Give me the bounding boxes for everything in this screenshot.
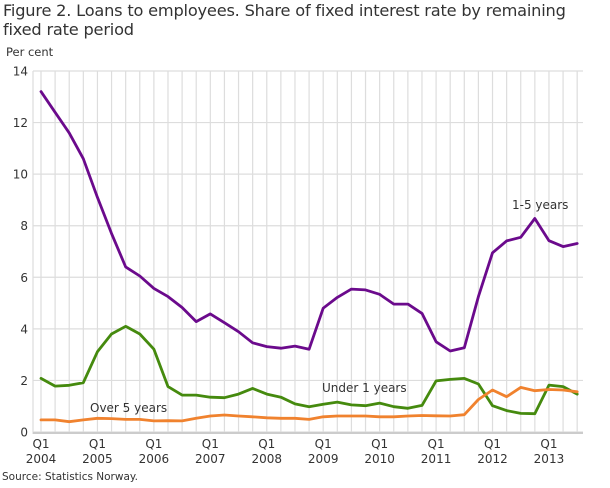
series-label: 1-5 years bbox=[512, 198, 568, 212]
x-tick-label-quarter: Q1 bbox=[315, 437, 332, 451]
x-tick-label-year: 2013 bbox=[534, 452, 565, 466]
series-labels: 1-5 years Under 1 years Over 5 years bbox=[90, 198, 568, 415]
x-tick-label-year: 2005 bbox=[82, 452, 113, 466]
series-label: Over 5 years bbox=[90, 401, 167, 415]
x-tick-label-quarter: Q1 bbox=[484, 437, 501, 451]
series-line-over-5-years bbox=[39, 385, 579, 424]
y-tick-label: 0 bbox=[20, 426, 28, 440]
axes: 02468101214Q12004Q12005Q12006Q12007Q1200… bbox=[13, 65, 583, 466]
x-tick-label-quarter: Q1 bbox=[540, 437, 557, 451]
chart-title: Figure 2. Loans to employees. Share of f… bbox=[3, 1, 566, 39]
x-tick-label-year: 2012 bbox=[477, 452, 508, 466]
x-tick-label-quarter: Q1 bbox=[258, 437, 275, 451]
x-tick-label-quarter: Q1 bbox=[32, 437, 49, 451]
series-line-1-5-years bbox=[39, 90, 579, 353]
x-tick-label-year: 2009 bbox=[308, 452, 339, 466]
y-tick-label: 14 bbox=[13, 65, 28, 79]
y-axis-label: Per cent bbox=[6, 45, 54, 59]
gridlines bbox=[33, 70, 583, 433]
x-tick-label-quarter: Q1 bbox=[145, 437, 162, 451]
y-tick-label: 12 bbox=[13, 116, 28, 130]
x-tick-label-quarter: Q1 bbox=[89, 437, 106, 451]
series-lines bbox=[39, 90, 579, 424]
x-tick-label-year: 2006 bbox=[139, 452, 170, 466]
x-tick-label-year: 2008 bbox=[251, 452, 282, 466]
x-tick-label-year: 2011 bbox=[421, 452, 452, 466]
x-tick-label-quarter: Q1 bbox=[202, 437, 219, 451]
x-tick-label-year: 2007 bbox=[195, 452, 226, 466]
y-tick-label: 2 bbox=[20, 374, 28, 388]
y-tick-label: 6 bbox=[20, 271, 28, 285]
x-tick-label-quarter: Q1 bbox=[428, 437, 445, 451]
x-tick-label-year: 2004 bbox=[26, 452, 57, 466]
y-tick-label: 10 bbox=[13, 168, 28, 182]
series-label: Under 1 years bbox=[322, 381, 407, 395]
x-tick-label-quarter: Q1 bbox=[371, 437, 388, 451]
y-tick-label: 4 bbox=[20, 322, 28, 336]
series-line-under-1-years bbox=[39, 324, 579, 416]
source-note: Source: Statistics Norway. bbox=[2, 471, 138, 483]
x-tick-label-year: 2010 bbox=[364, 452, 395, 466]
y-tick-label: 8 bbox=[20, 219, 28, 233]
